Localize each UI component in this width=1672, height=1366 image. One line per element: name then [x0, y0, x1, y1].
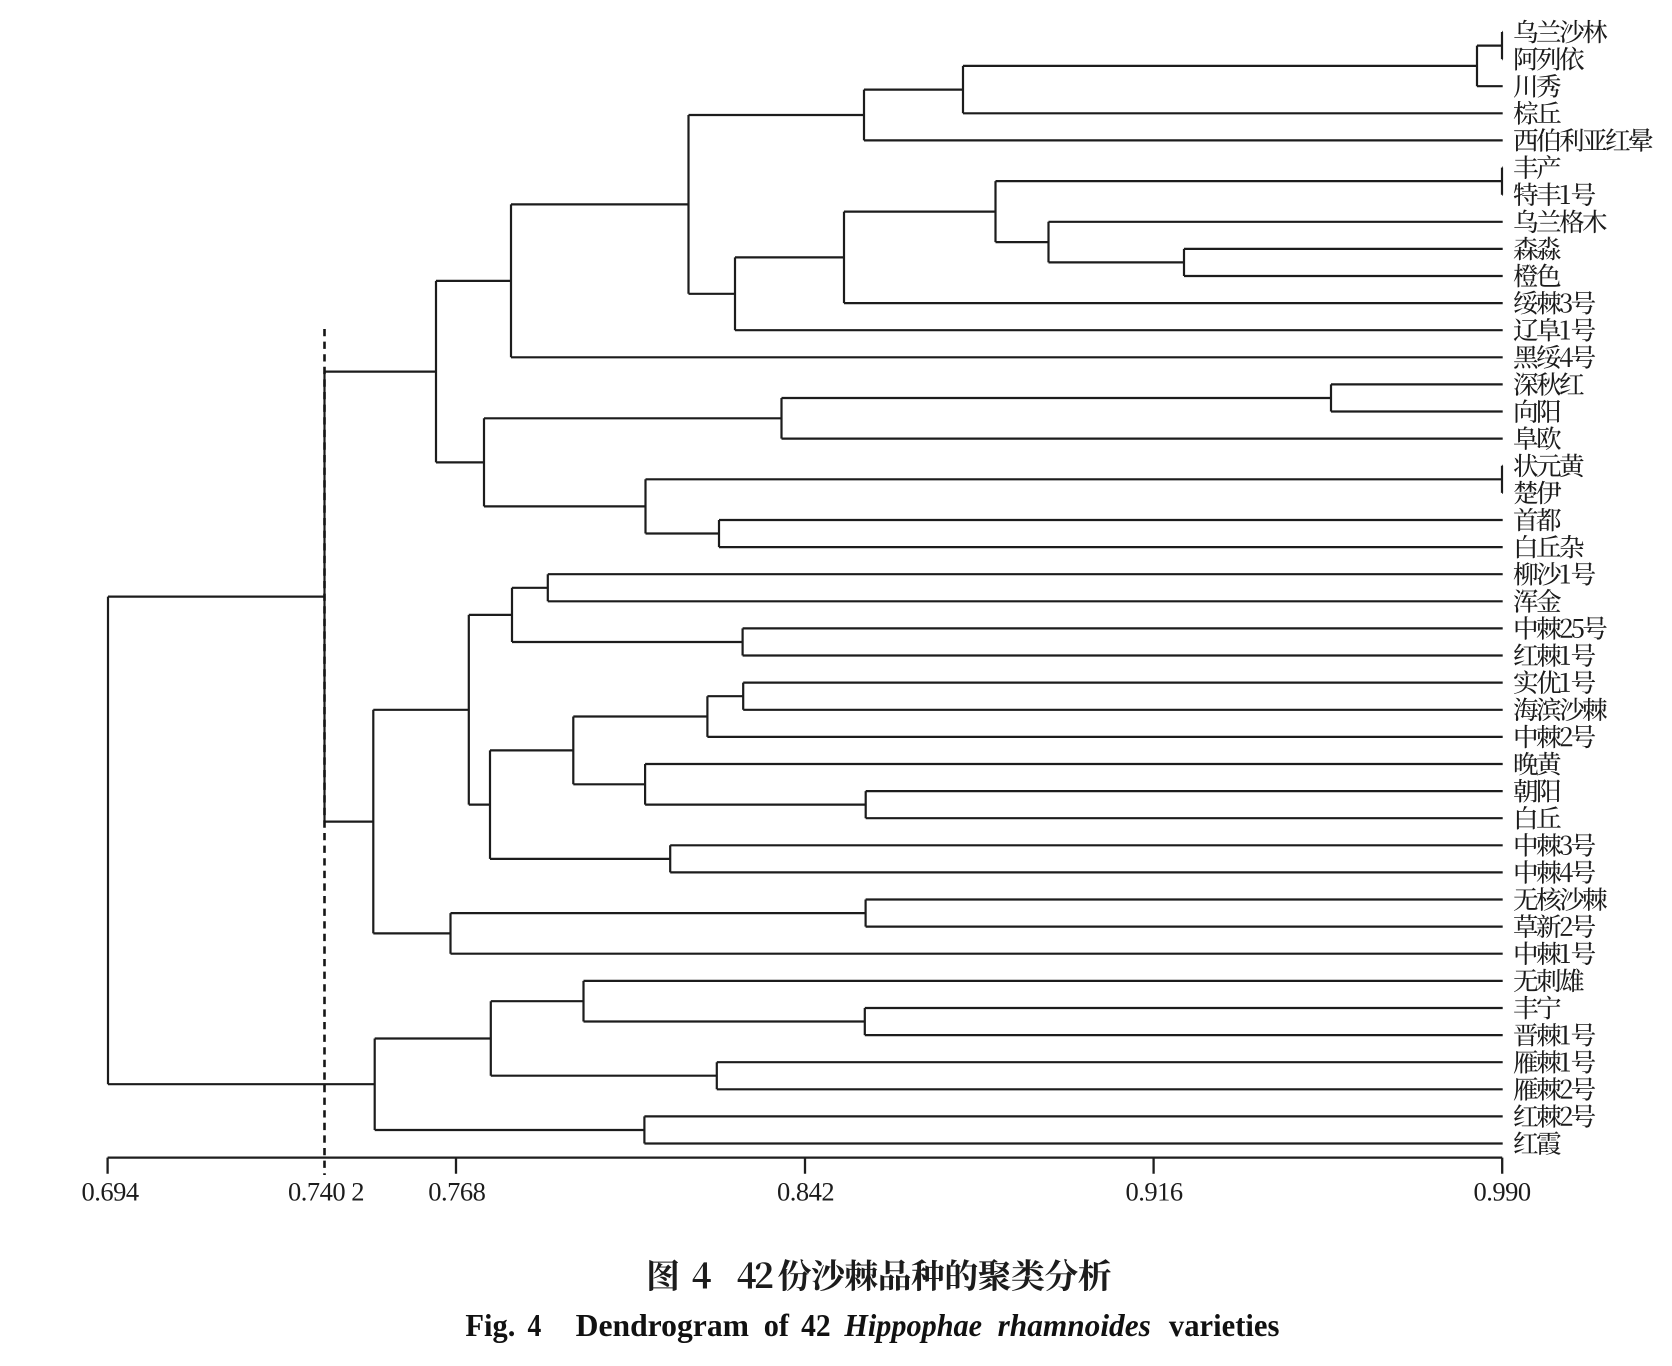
svg-text:0.842: 0.842 [777, 1177, 834, 1207]
svg-text:Hippophae: Hippophae [843, 1307, 982, 1343]
svg-text:0.694: 0.694 [81, 1177, 138, 1207]
svg-text:rhamnoides: rhamnoides [998, 1307, 1151, 1343]
svg-text:varieties: varieties [1169, 1307, 1280, 1343]
svg-text:0.916: 0.916 [1125, 1177, 1182, 1207]
svg-text:of: of [764, 1307, 790, 1343]
svg-text:4: 4 [528, 1307, 542, 1343]
svg-text:Dendrogram: Dendrogram [576, 1307, 750, 1343]
svg-text:0.740 2: 0.740 2 [288, 1177, 364, 1207]
svg-text:Fig.: Fig. [465, 1307, 515, 1343]
svg-text:42: 42 [801, 1307, 831, 1343]
svg-text:0.990: 0.990 [1473, 1177, 1530, 1207]
svg-text:0.768: 0.768 [428, 1177, 485, 1207]
